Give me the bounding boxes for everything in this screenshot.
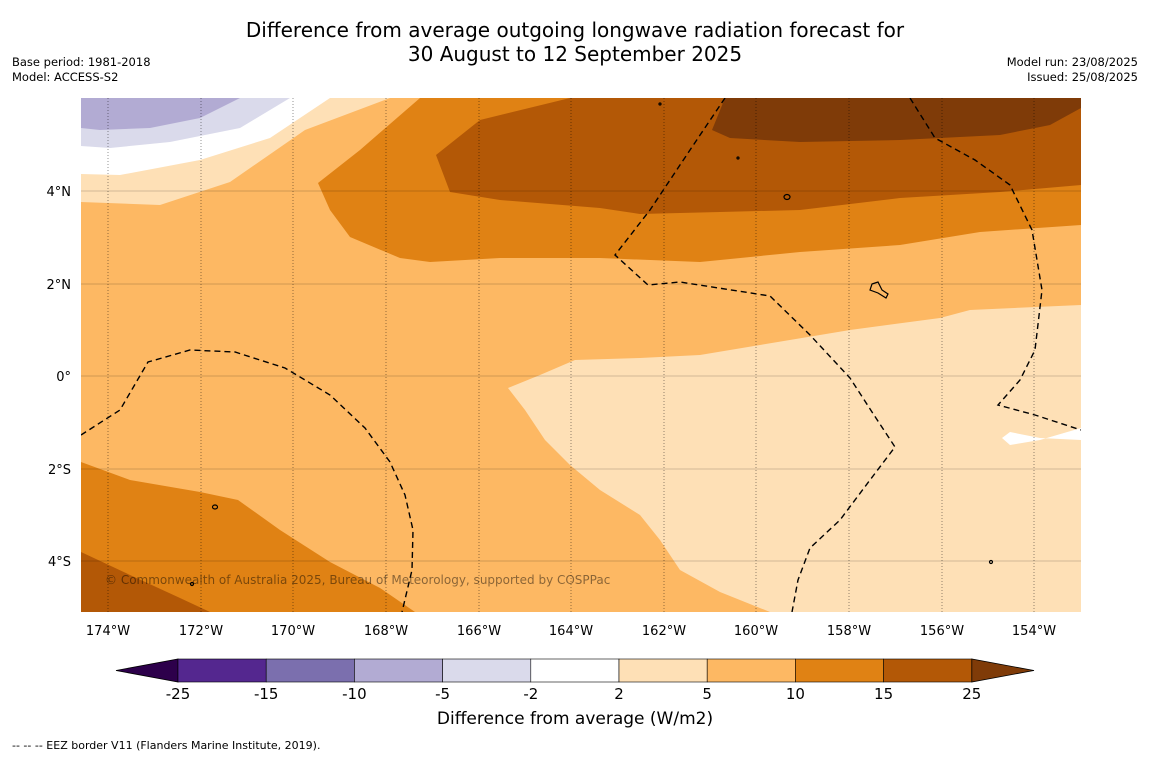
title-line-2: 30 August to 12 September 2025 (407, 42, 743, 66)
colorbar-swatch (883, 658, 973, 683)
eez-borders (81, 98, 1081, 612)
lat-label: 0° (56, 370, 71, 385)
island-2 (211, 504, 219, 510)
title-line-1: Difference from average outgoing longwav… (245, 18, 905, 42)
lat-axis: 4°N 2°N 0° 2°S 4°S (47, 185, 72, 570)
island-6 (658, 102, 662, 106)
anomaly-region-neg10-neg5 (81, 98, 240, 130)
lon-label: 170°W (271, 624, 315, 639)
lon-label: 172°W (179, 624, 223, 639)
colorbar-swatch (618, 658, 708, 683)
colorbar-swatch (442, 658, 532, 683)
lon-label: 158°W (827, 624, 871, 639)
issued-label: Issued: 25/08/2025 (1027, 70, 1138, 84)
colorbar-tick-label: -5 (435, 685, 450, 700)
lon-label: 154°W (1012, 624, 1056, 639)
colorbar-tick-label: 2 (614, 685, 624, 700)
base-period-label: Base period: 1981-2018 (12, 55, 151, 69)
chart-title: Difference from average outgoing longwav… (0, 18, 1150, 66)
colorbar-swatch (795, 658, 884, 683)
colorbar-title: Difference from average (W/m2) (436, 709, 714, 729)
colorbar-tick-label: -2 (523, 685, 538, 700)
anomaly-region-2-5-southeast (508, 305, 1081, 612)
colorbar-over-arrow (971, 658, 1035, 683)
lon-label: 168°W (364, 624, 408, 639)
anomaly-region-above-25 (712, 98, 1081, 142)
lon-label: 162°W (642, 624, 686, 639)
lon-label: 156°W (920, 624, 964, 639)
anomaly-region-10-15-southwest (81, 462, 415, 612)
eez-legend-note: -- -- -- EEZ border V11 (Flanders Marine… (12, 739, 321, 752)
colorbar-swatch (265, 658, 355, 683)
map-figure: © Commonwealth of Australia 2025, Bureau… (47, 98, 1081, 700)
eez-border-kiribati-phoenix (81, 349, 414, 612)
island-5 (736, 156, 740, 160)
copyright-text: © Commonwealth of Australia 2025, Bureau… (105, 573, 610, 587)
lon-label: 166°W (457, 624, 501, 639)
lon-label: 174°W (86, 624, 130, 639)
colorbar-swatch (530, 658, 620, 683)
anomaly-region-neutral-east (1002, 428, 1081, 445)
run-info: Model run: 23/08/2025 Issued: 25/08/2025 (1007, 55, 1138, 85)
island-christmas (869, 281, 889, 299)
colorbar-tick-label: -25 (166, 685, 191, 700)
model-label: Model: ACCESS-S2 (12, 70, 119, 84)
lat-label: 4°S (48, 555, 71, 570)
lat-label: 2°N (47, 278, 72, 293)
colorbar-tick-label: 25 (962, 685, 981, 700)
islands (189, 102, 994, 587)
anomaly-region-15-25-southwest (81, 552, 210, 612)
colorbar-tick-label: 10 (786, 685, 805, 700)
eez-border-kiribati-line (614, 98, 896, 612)
colorbar-tick-label: 5 (702, 685, 712, 700)
lat-label: 2°S (48, 463, 71, 478)
anomaly-map: © Commonwealth of Australia 2025, Bureau… (81, 98, 1081, 612)
island-1 (783, 193, 791, 201)
lat-label: 4°N (47, 185, 72, 200)
lon-label: 160°W (734, 624, 778, 639)
colorbar-tick-label: 15 (874, 685, 893, 700)
gridlines (81, 98, 1081, 612)
lon-label: 164°W (549, 624, 593, 639)
model-run-label: Model run: 23/08/2025 (1006, 55, 1138, 69)
lon-axis: 174°W 172°W 170°W 168°W 166°W 164°W 162°… (86, 624, 1056, 639)
colorbar-swatch (706, 658, 796, 683)
colorbar-swatch (177, 658, 267, 683)
base-info: Base period: 1981-2018 Model: ACCESS-S2 (12, 55, 151, 85)
island-4 (189, 581, 195, 587)
colorbar-under-arrow (115, 658, 179, 683)
colorbar-swatch (354, 658, 443, 683)
island-3 (988, 559, 994, 565)
colorbar-tick-label: -15 (254, 685, 279, 700)
colorbar-tick-label: -10 (342, 685, 367, 700)
colorbar: -25 -15 -10 -5 -2 2 5 10 15 25 (115, 658, 1035, 700)
